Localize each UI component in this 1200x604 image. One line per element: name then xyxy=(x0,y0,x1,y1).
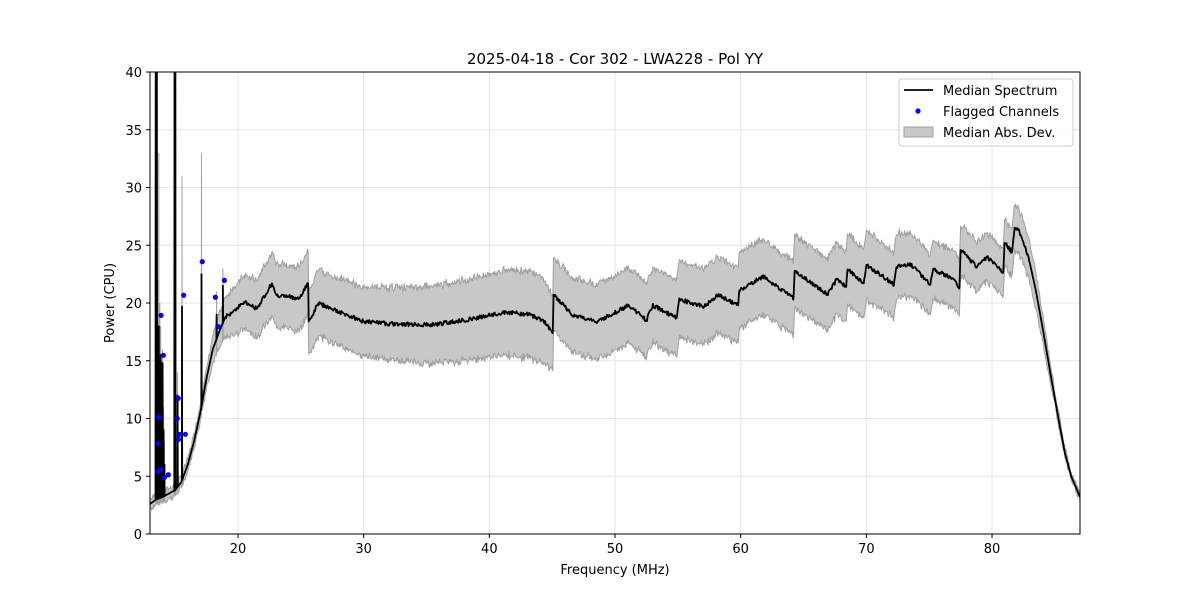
flagged-channel-point xyxy=(175,395,181,401)
legend-median-label: Median Spectrum xyxy=(943,84,1057,99)
y-axis-ticks: 0 5 10 15 20 25 30 35 40 xyxy=(125,66,150,543)
flagged-channel-point xyxy=(177,431,183,437)
flagged-channel-point xyxy=(155,440,161,446)
chart-title: 2025-04-18 - Cor 302 - LWA228 - Pol YY xyxy=(467,50,764,68)
flagged-channel-point xyxy=(176,436,182,442)
y-tick-label: 5 xyxy=(134,470,142,485)
flagged-channel-point xyxy=(165,472,171,478)
flagged-channel-point xyxy=(174,415,180,422)
flagged-channel-point xyxy=(160,352,166,358)
legend-flagged-dot-icon xyxy=(915,108,921,114)
x-tick-label: 70 xyxy=(858,542,875,557)
flagged-channel-point xyxy=(158,312,164,318)
median-abs-dev-band xyxy=(150,72,1080,512)
x-axis-label: Frequency (MHz) xyxy=(560,563,669,578)
flagged-channel-point xyxy=(158,466,164,472)
legend-frame xyxy=(898,78,1074,147)
y-tick-label: 40 xyxy=(125,66,142,81)
x-tick-label: 50 xyxy=(607,542,624,557)
x-tick-label: 60 xyxy=(732,542,749,557)
y-tick-label: 25 xyxy=(125,239,142,254)
flagged-channel-point xyxy=(215,324,221,330)
y-tick-label: 10 xyxy=(125,413,142,428)
flagged-channel-point xyxy=(182,431,188,437)
flagged-channel-point xyxy=(199,259,205,265)
y-tick-label: 35 xyxy=(125,124,142,139)
x-tick-label: 40 xyxy=(481,542,498,557)
x-axis-ticks: 20 30 40 50 60 70 80 xyxy=(230,534,1001,557)
flagged-channel-point xyxy=(181,292,187,298)
flagged-channel-point xyxy=(161,474,167,481)
y-tick-label: 0 xyxy=(134,528,142,543)
y-axis-label: Power (CPU) xyxy=(103,263,118,343)
legend: Median Spectrum Flagged Channels Median … xyxy=(898,78,1074,147)
flagged-channel-point xyxy=(212,294,218,300)
legend-flagged-label: Flagged Channels xyxy=(943,105,1059,120)
y-tick-label: 20 xyxy=(125,297,142,312)
y-tick-label: 15 xyxy=(125,355,142,370)
legend-band-swatch-icon xyxy=(903,126,934,138)
flagged-channels xyxy=(155,259,227,481)
median-spectrum-line xyxy=(150,72,1080,505)
x-tick-label: 30 xyxy=(355,542,372,557)
y-tick-label: 30 xyxy=(125,182,142,197)
flagged-channel-point xyxy=(157,414,163,420)
x-tick-label: 20 xyxy=(230,542,247,557)
x-tick-label: 80 xyxy=(984,542,1001,557)
flagged-channel-point xyxy=(221,277,227,283)
legend-band-label: Median Abs. Dev. xyxy=(943,126,1055,141)
